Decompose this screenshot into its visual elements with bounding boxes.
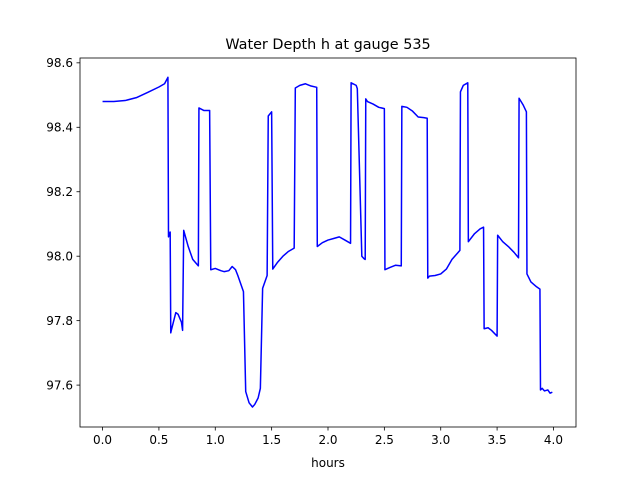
x-tick-label: 3.5 <box>488 433 507 447</box>
x-tick-label: 4.0 <box>544 433 563 447</box>
series-line <box>102 76 553 408</box>
x-tick-label: 0.0 <box>93 433 112 447</box>
x-tick-label: 0.5 <box>149 433 168 447</box>
x-tick-label: 2.0 <box>318 433 337 447</box>
x-tick-label: 2.5 <box>375 433 394 447</box>
y-tick-label: 98.2 <box>46 185 73 199</box>
x-tick-label: 3.0 <box>431 433 450 447</box>
x-tick-label: 1.5 <box>262 433 281 447</box>
chart-title: Water Depth h at gauge 535 <box>225 37 430 53</box>
x-axis-label: hours <box>311 456 345 470</box>
x-axis: 0.0 0.5 1.0 1.5 2.0 2.5 3.0 3.5 4.0 <box>93 427 563 447</box>
y-tick-label: 98.0 <box>46 249 73 263</box>
x-tick-label: 1.0 <box>206 433 225 447</box>
y-tick-label: 98.6 <box>46 56 73 70</box>
y-axis: 97.6 97.8 98.0 98.2 98.4 98.6 <box>46 56 80 392</box>
y-tick-label: 98.4 <box>46 121 73 135</box>
y-tick-label: 97.8 <box>46 314 73 328</box>
y-tick-label: 97.6 <box>46 378 73 392</box>
